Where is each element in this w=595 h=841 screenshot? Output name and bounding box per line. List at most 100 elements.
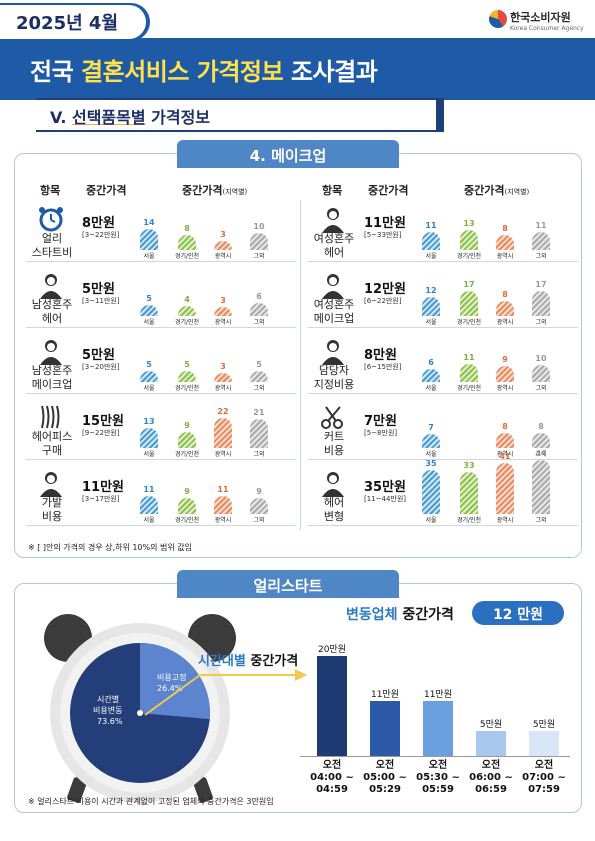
region-bar-col: 17 경기/인천 [457,280,481,326]
item-name-line1: 담당자 [318,364,350,377]
time-bar-value: 11만원 [423,690,452,700]
pie-fixed-label: 비용고정 [157,672,186,682]
region-bar [250,498,268,514]
region-bar-col: 4 경기/인천 [175,295,199,326]
item-icon-wrap [36,204,82,234]
makeup-row: 커트 비용 7만원 [5~8만원] 7 서울 8 광역시 8 그외 [308,398,578,460]
region-bar-col: 11 광역시 [212,485,234,524]
region-bar-col: 5 그외 [248,360,270,392]
item-price-range: [5~33만원] [364,231,402,239]
makeup-note: ※ [ ]안의 가격의 경우 상,하위 10%의 범위 값임 [28,543,193,552]
item-price-range: [3~17만원] [82,495,120,503]
time-bar-label: 오전 06:00 ~06:59 [463,760,519,796]
region-bar [214,496,232,514]
region-bar-label: 서울 [425,451,437,458]
item-name-line2: 지정비용 [313,378,355,391]
region-bar-label: 경기/인천 [456,319,482,326]
item-median-price: 8만원 [364,348,397,363]
col-item-right: 항목 [322,184,343,197]
region-bar-label: 그외 [253,451,265,458]
region-bar-value: 10 [535,354,547,363]
time-bar-label: 오전 05:30 ~05:59 [410,760,466,796]
item-name: 가발 비용 [26,496,78,524]
col-region-small: (지역별) [504,188,530,196]
region-bar-label: 그외 [253,253,265,260]
logo-mark-icon [489,10,507,28]
time-bar-label: 오전 07:00 ~07:59 [516,760,572,796]
region-bars: 14 서울 8 경기/인천 3 광역시 10 그외 [138,204,286,260]
region-bars: 12 서울 17 경기/인천 8 광역시 17 그외 [420,270,568,326]
region-bar-label: 광역시 [496,253,514,260]
region-bar-value: 9 [256,487,262,496]
item-price-range: [6~22만원] [364,297,402,305]
region-bar [250,419,268,448]
time-title-rest: 중간가격 [245,654,299,669]
time-bar-label-line: 06:00 ~ [469,772,513,783]
region-bar-col: 3 광역시 [212,296,234,326]
region-bar-label: 서울 [425,253,437,260]
pie-var-label1: 시간별 [97,694,119,704]
pie-var-pct: 73.6% [97,717,123,726]
region-bar-col: 33 경기/인천 [457,461,481,524]
item-name-line2: 구매 [41,444,63,457]
time-bar-label-line: 07:00 ~ [522,772,566,783]
var-title-strong: 변동업체 [346,607,398,623]
region-bar-col: 11 서울 [138,485,160,524]
item-name: 커트 비용 [308,430,360,458]
region-bar-col: 3 광역시 [212,230,234,260]
region-bar [422,434,440,448]
region-bar-value: 5 [146,294,152,303]
region-bars: 13 서울 9 경기/인천 22 광역시 21 그외 [138,402,286,458]
region-bars: 35 서울 33 경기/인천 41 광역시 44 그외 [420,449,568,524]
region-bar-value: 6 [256,292,262,301]
pointer-line-diag [144,674,201,716]
col-median-left: 중간가격 [86,184,127,197]
region-bars: 5 서울 5 경기/인천 3 광역시 5 그외 [138,336,286,392]
region-bar [532,460,550,514]
region-bars: 11 서울 13 경기/인천 8 광역시 11 그외 [420,204,568,260]
section-underlined: 선택품목별 [71,108,146,127]
region-bar [214,241,232,250]
region-bar-col: 5 서울 [138,294,160,326]
header: 2025년 4월 한국소비자원 Korea Consumer Agency 전국… [0,0,595,122]
item-name-line1: 헤어피스 [31,430,73,443]
region-bar-label: 경기/인천 [174,517,200,524]
region-bar-value: 8 [502,290,508,299]
time-bar-value: 5만원 [532,720,556,730]
item-price-range: [3~22만원] [82,231,120,239]
region-bar-col: 11 서울 [420,221,442,260]
item-name-line2: 변형 [323,510,345,523]
time-bar-label-line: 06:59 [475,784,507,795]
region-bar-value: 9 [184,421,190,430]
region-bar-col: 17 그외 [530,280,552,326]
logo-sub: Korea Consumer Agency [510,25,584,32]
region-bar-col: 5 서울 [138,360,160,392]
region-bar-col: 13 경기/인천 [457,219,481,260]
region-bar-label: 서울 [143,385,155,392]
region-bar-label: 그외 [535,253,547,260]
region-bar [250,303,268,316]
groom-makeup-icon [40,340,62,365]
groom-icon [40,274,62,299]
makeup-row: 여성혼주 헤어 11만원 [5~33만원] 11 서울 13 경기/인천 8 광역시 11 그외 [308,200,578,262]
region-bar-value: 9 [502,355,508,364]
region-bar-col: 9 경기/인천 [175,487,199,524]
region-bar-value: 5 [146,360,152,369]
time-bar [370,701,400,756]
region-bar-value: 3 [220,362,226,371]
item-price-range: [3~11만원] [82,297,120,305]
region-bar-label: 광역시 [214,319,232,326]
region-bar-value: 17 [535,280,547,289]
title-highlight: 결혼서비스 가격정보 [81,58,284,86]
region-bar-label: 경기/인천 [174,253,200,260]
time-bar-value: 20만원 [317,645,346,655]
region-bar-col: 14 서울 [138,218,160,260]
region-bar-value: 41 [499,452,511,461]
region-bar-label: 서울 [425,319,437,326]
pie-fixed-slice [140,643,210,720]
time-bar-label-line: 오전 [428,760,448,771]
makeup-row: 여성혼주 메이크업 12만원 [6~22만원] 12 서울 17 경기/인천 8 광역시 17 그외 [308,266,578,328]
col-region-text: 중간가격 [464,184,505,197]
region-bar-col: 5 경기/인천 [175,360,199,392]
